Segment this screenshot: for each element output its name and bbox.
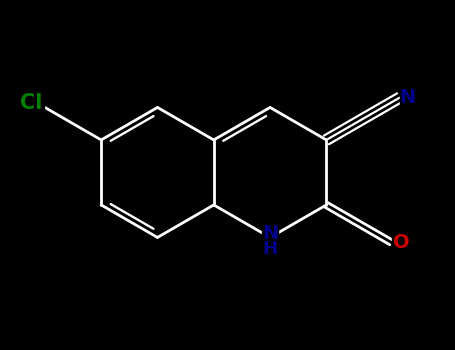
Bar xyxy=(392,234,410,250)
Bar xyxy=(264,244,276,256)
Text: O: O xyxy=(393,233,410,252)
Text: N: N xyxy=(399,88,416,107)
Text: H: H xyxy=(263,240,278,258)
Bar xyxy=(262,226,278,240)
Text: N: N xyxy=(262,224,278,243)
Text: Cl: Cl xyxy=(20,92,43,113)
Bar xyxy=(399,91,415,105)
Bar xyxy=(19,94,45,111)
